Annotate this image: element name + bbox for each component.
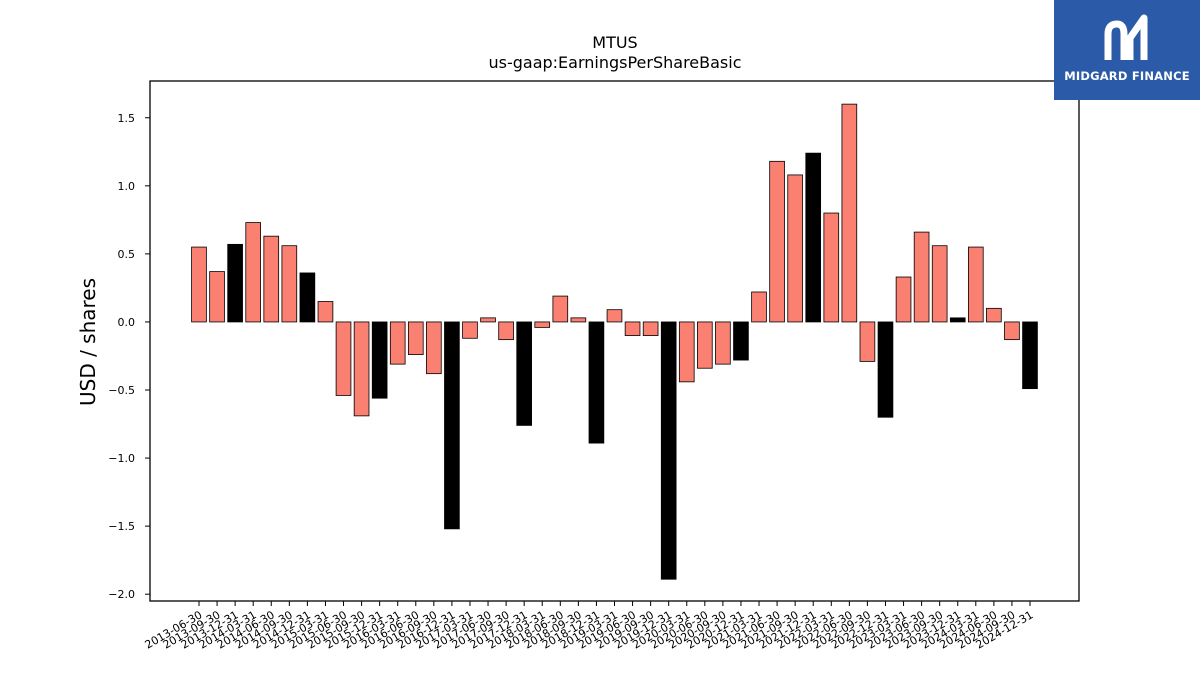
y-tick-label: −0.5 bbox=[108, 384, 135, 397]
bar-2020-06-30 bbox=[697, 321, 713, 369]
bar-2014-09-30 bbox=[281, 245, 298, 323]
bar-2018-09-30 bbox=[570, 317, 587, 323]
bar-2018-12-31 bbox=[588, 321, 605, 444]
y-tick-label: 0.0 bbox=[118, 316, 136, 329]
bar-2024-06-30 bbox=[986, 307, 1002, 323]
bar-2016-09-30 bbox=[426, 321, 442, 375]
x-ticks-group: 2013-06-302013-09-302013-12-312014-03-31… bbox=[143, 601, 1036, 652]
bar-2018-03-31 bbox=[534, 321, 551, 328]
bar-2022-09-30 bbox=[859, 321, 876, 362]
bar-2016-06-30 bbox=[407, 321, 424, 356]
bar-2014-06-30 bbox=[263, 235, 280, 323]
y-tick-label: −2.0 bbox=[108, 588, 135, 601]
chart-subtitle: us-gaap:EarningsPerShareBasic bbox=[488, 53, 741, 72]
bar-2018-06-30 bbox=[552, 295, 569, 323]
bar-2015-09-30 bbox=[353, 321, 370, 417]
bar-2021-03-31 bbox=[751, 291, 767, 323]
bar-2014-03-31 bbox=[245, 222, 261, 323]
bar-2020-03-31 bbox=[678, 321, 695, 383]
bar-2024-12-31 bbox=[1022, 321, 1038, 390]
y-tick-label: 0.5 bbox=[118, 248, 136, 261]
bar-2023-12-31 bbox=[949, 317, 966, 323]
bar-2019-09-30 bbox=[642, 321, 659, 336]
bar-2016-03-31 bbox=[389, 321, 406, 365]
bar-2021-12-31 bbox=[805, 152, 822, 323]
bar-2024-09-30 bbox=[1004, 321, 1020, 341]
y-tick-label: −1.0 bbox=[108, 452, 135, 465]
midgard-finance-logo: MIDGARD FINANCE bbox=[1054, 0, 1200, 100]
bars-group bbox=[191, 103, 1038, 580]
bar-2013-09-30 bbox=[209, 271, 225, 323]
bar-2019-12-31 bbox=[660, 321, 677, 580]
y-tick-label: −1.5 bbox=[108, 520, 135, 533]
bar-2013-06-30 bbox=[191, 246, 207, 323]
bar-2022-06-30 bbox=[841, 103, 858, 323]
logo-text: MIDGARD FINANCE bbox=[1064, 69, 1190, 83]
bar-2017-03-31 bbox=[462, 321, 478, 339]
y-axis-label: USD / shares bbox=[76, 278, 100, 406]
midgard-logo-icon bbox=[1104, 14, 1148, 60]
bar-2020-12-31 bbox=[733, 321, 749, 361]
plot-frame bbox=[149, 80, 1080, 602]
bar-2015-03-31 bbox=[317, 301, 334, 323]
bar-2022-12-31 bbox=[877, 321, 894, 418]
bar-2019-06-30 bbox=[624, 321, 641, 336]
y-tick-label: 1.5 bbox=[118, 112, 136, 125]
bar-2021-09-30 bbox=[787, 174, 803, 323]
bar-2017-12-31 bbox=[516, 321, 532, 426]
bar-2020-09-30 bbox=[715, 321, 731, 365]
y-tick-label: 1.0 bbox=[118, 180, 136, 193]
bar-2016-12-31 bbox=[444, 321, 460, 530]
bar-2023-09-30 bbox=[931, 245, 948, 323]
bar-2017-06-30 bbox=[480, 317, 496, 323]
bar-2023-03-31 bbox=[895, 276, 912, 323]
bar-2019-03-31 bbox=[606, 309, 623, 323]
chart-title: MTUS bbox=[592, 33, 637, 52]
bar-2021-06-30 bbox=[769, 160, 785, 323]
bar-2015-06-30 bbox=[335, 321, 352, 396]
bar-2013-12-31 bbox=[227, 243, 243, 323]
y-ticks-group: 1.5 1.0 0.5 0.0 −0.5 −1.0 −1.5 −2.0 bbox=[108, 112, 150, 601]
bar-2017-09-30 bbox=[498, 321, 514, 341]
bar-2022-03-31 bbox=[823, 212, 840, 323]
bar-2024-03-31 bbox=[968, 246, 984, 323]
bar-2023-06-30 bbox=[913, 231, 930, 323]
bar-2015-12-31 bbox=[371, 321, 388, 399]
bar-2014-12-31 bbox=[299, 272, 316, 323]
